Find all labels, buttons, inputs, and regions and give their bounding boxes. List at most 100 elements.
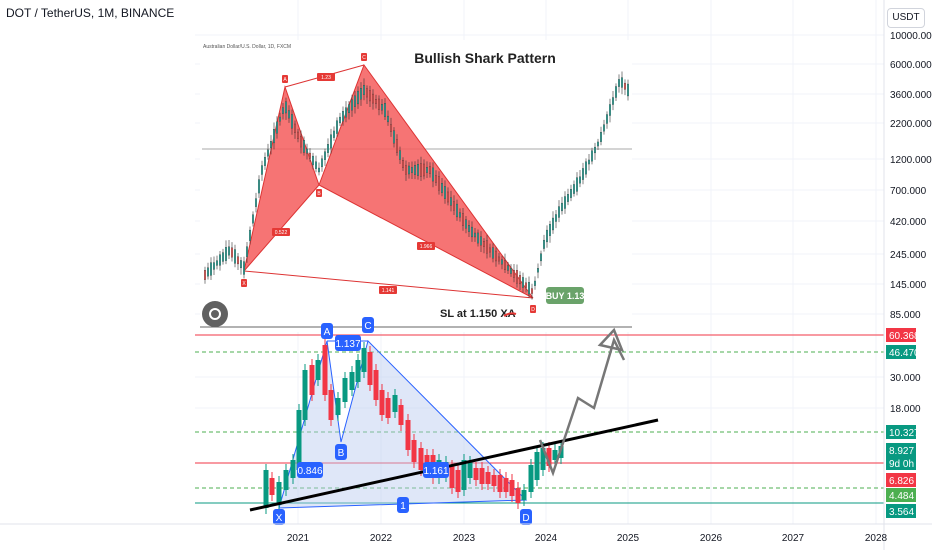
inset-candle [426, 167, 428, 173]
candle [296, 410, 302, 470]
inset-candle [465, 219, 467, 229]
candle [467, 462, 473, 478]
inset-point-label: X [242, 281, 246, 287]
candle [385, 398, 391, 418]
zoom-icon[interactable] [202, 301, 228, 327]
inset-candle [213, 262, 215, 270]
point-marker [273, 509, 285, 525]
inset-candle [372, 93, 374, 104]
inset-candle [222, 252, 224, 262]
inset-candle [276, 121, 278, 134]
inset-point-label: C [362, 55, 366, 61]
trendline [249, 418, 659, 512]
inset-candle [570, 189, 572, 198]
inset-candle [534, 280, 536, 286]
inset-candle [603, 124, 605, 132]
inset-candle [240, 260, 242, 269]
inset-ratio-box [272, 228, 290, 236]
inset-candle [597, 141, 599, 147]
inset-candle [435, 175, 437, 183]
price-axis-label: 6000.000 [890, 60, 932, 71]
inset-candle [225, 247, 227, 261]
point-label: X [276, 513, 283, 524]
inset-candle [237, 256, 239, 265]
inset-candle [468, 225, 470, 232]
inset-candle [315, 161, 317, 169]
price-axis-label: 700.000 [890, 186, 927, 197]
candle [392, 395, 398, 412]
inset-candle [297, 131, 299, 139]
inset-candle [324, 151, 326, 160]
inset-ratio-box [317, 73, 335, 81]
projection-arrow [597, 327, 625, 352]
price-axis-label: 145.000 [890, 280, 927, 291]
inset-candle [420, 163, 422, 177]
inset-candle [453, 201, 455, 211]
inset-point-label: B [317, 191, 321, 197]
inset-candle [294, 123, 296, 133]
inset-candle [207, 267, 209, 277]
inset-candle [504, 260, 506, 270]
candle [418, 448, 424, 470]
inset-ratio-label: 1.141 [382, 288, 395, 294]
inset-candle [210, 262, 212, 276]
inset-title: Bullish Shark Pattern [414, 50, 556, 66]
candle [269, 478, 275, 495]
inset-candle [588, 159, 590, 165]
inset-candle [438, 176, 440, 191]
currency-button[interactable]: USDT [887, 8, 925, 28]
inset-candle [246, 246, 248, 257]
candle [479, 468, 485, 484]
inset-candle [447, 191, 449, 203]
inset-candle [573, 184, 575, 194]
inset-point-marker [316, 189, 322, 197]
candle [455, 470, 461, 492]
inset-candle [399, 150, 401, 160]
inset-candle [480, 236, 482, 246]
price-tag-label: 6.826 [889, 476, 914, 487]
candle [515, 488, 521, 503]
ratio-label: 0.846 [297, 466, 322, 477]
inset-candle [309, 152, 311, 159]
inset-candle [255, 198, 257, 207]
inset-candle [531, 288, 533, 294]
point-marker [321, 323, 333, 339]
candle [309, 365, 315, 395]
inset-candle [477, 232, 479, 244]
price-tag-label: 60.368 [889, 331, 920, 342]
inset-candle [414, 165, 416, 175]
inset-candle [522, 277, 524, 288]
candle [491, 475, 497, 486]
inset-ratio-label: 0.522 [275, 230, 288, 236]
inset-candle [498, 256, 500, 262]
inset-candle [441, 183, 443, 193]
inset-candle [627, 83, 629, 97]
inset-candle [450, 197, 452, 206]
point-label: A [324, 327, 331, 338]
price-axis-label: 18.000 [890, 404, 921, 415]
inset-candle [336, 120, 338, 134]
inset-ratio-box [417, 242, 435, 250]
inset-candle [552, 217, 554, 231]
candle [328, 390, 334, 420]
inset-candle [291, 114, 293, 129]
inset-candle [513, 270, 515, 278]
time-axis-label: 2025 [617, 533, 640, 544]
inset-candle [258, 179, 260, 194]
inset-candle [303, 140, 305, 153]
inset-candle [474, 232, 476, 238]
inset-candle [555, 214, 557, 222]
time-axis-label: 2024 [535, 533, 558, 544]
inset-candle [579, 176, 581, 184]
inset-candle [486, 240, 488, 254]
inset-candle [267, 149, 269, 157]
price-axis-label: 3600.000 [890, 90, 932, 101]
inset-candle [417, 164, 419, 176]
inset-candle [369, 90, 371, 102]
time-axis-label: 2026 [700, 533, 723, 544]
inset-candle [507, 265, 509, 271]
inset-candle [375, 99, 377, 104]
ratio-label: 1.161 [423, 466, 448, 477]
inset-candle [384, 103, 386, 117]
